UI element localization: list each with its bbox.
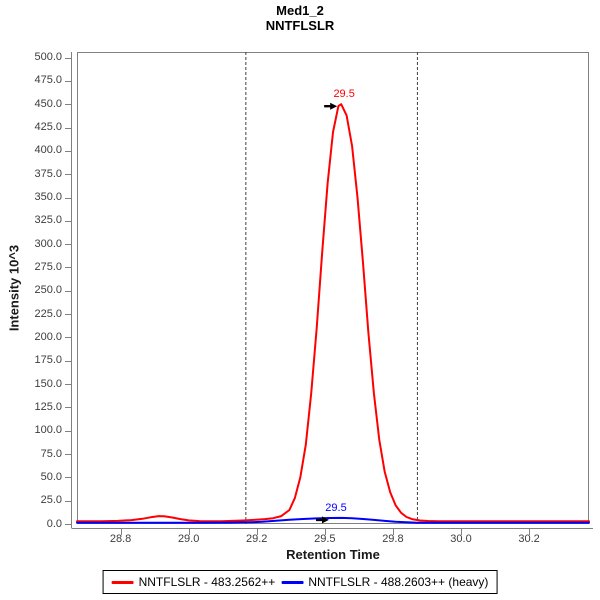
legend-line-swatch-icon	[281, 580, 304, 584]
y-tick-label: 200.0	[34, 330, 62, 343]
chromatogram-plot[interactable]	[65, 52, 593, 535]
y-tick-label: 275.0	[34, 260, 62, 273]
y-tick-label: 500.0	[34, 51, 62, 64]
light-peptide-trace[interactable]	[76, 103, 590, 523]
y-tick-label: 475.0	[34, 74, 62, 87]
y-tick-label: 125.0	[34, 400, 62, 413]
legend-label: NNTFLSLR - 488.2603++ (heavy)	[308, 575, 489, 589]
x-tick-label: 30.0	[450, 533, 472, 545]
chart-title-replicate: Med1_2	[276, 3, 324, 18]
y-tick-label: 150.0	[34, 377, 62, 390]
y-tick-label: 0.0	[46, 517, 62, 530]
legend-label: NNTFLSLR - 483.2562++	[138, 575, 276, 589]
y-tick-label: 25.0	[40, 494, 62, 507]
x-tick-label: 30.2	[518, 533, 540, 545]
peak-apex-arrow-icon	[324, 102, 338, 110]
legend-item: NNTFLSLR - 488.2603++ (heavy)	[281, 575, 488, 589]
plot-frame	[77, 52, 589, 524]
x-axis-title: Retention Time	[286, 547, 380, 562]
peak-rt-label: 29.5	[333, 88, 355, 101]
peak-apex-arrow-icon	[316, 516, 329, 524]
legend: NNTFLSLR - 483.2562++ NNTFLSLR - 488.2603…	[102, 570, 498, 594]
y-tick-label: 250.0	[34, 284, 62, 297]
y-tick-label: 50.0	[40, 470, 62, 483]
y-tick-label: 425.0	[34, 121, 62, 134]
y-tick-label: 350.0	[34, 191, 62, 204]
y-tick-label: 300.0	[34, 237, 62, 250]
heavy-peptide-trace[interactable]	[76, 516, 590, 524]
y-tick-label: 400.0	[34, 144, 62, 157]
y-tick-label: 225.0	[34, 307, 62, 320]
x-tick-label: 29.5	[314, 533, 336, 545]
y-tick-label: 100.0	[34, 424, 62, 437]
x-tick-label: 29.8	[382, 533, 404, 545]
y-tick-label: 375.0	[34, 167, 62, 180]
legend-item: NNTFLSLR - 483.2562++	[111, 575, 276, 589]
chart-title: Med1_2 NNTFLSLR	[0, 3, 600, 33]
x-tick-label: 29.2	[246, 533, 268, 545]
y-tick-label: 325.0	[34, 214, 62, 227]
y-tick-label: 75.0	[40, 447, 62, 460]
y-tick-label: 175.0	[34, 354, 62, 367]
chart-title-peptide: NNTFLSLR	[265, 18, 335, 33]
x-tick-label: 28.8	[109, 533, 132, 545]
peak-rt-label: 29.5	[325, 501, 347, 514]
legend-line-swatch-icon	[111, 580, 134, 584]
y-tick-label: 450.0	[34, 97, 62, 110]
x-tick-label: 29.0	[177, 533, 200, 545]
